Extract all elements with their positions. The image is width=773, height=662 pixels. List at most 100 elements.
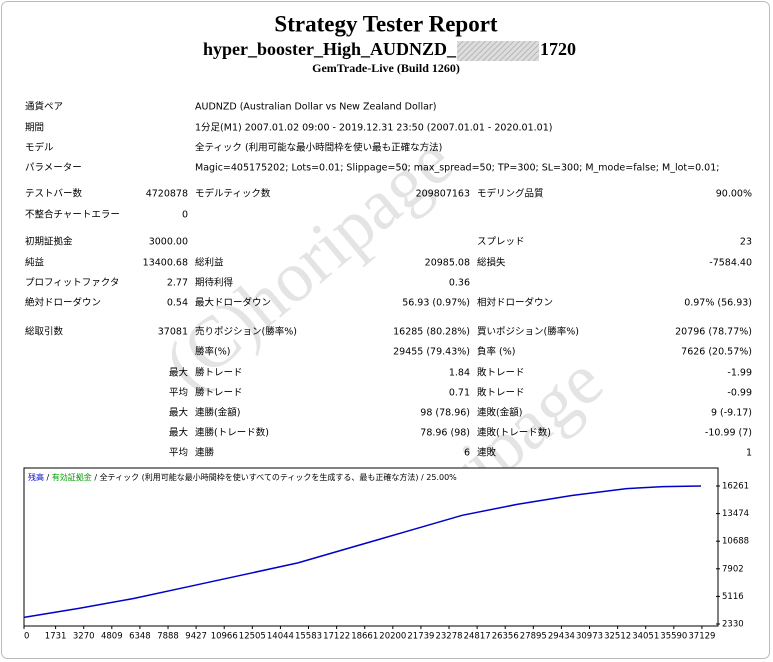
stat-value: 0.36	[449, 278, 470, 289]
x-tick-label: 24817	[464, 632, 491, 642]
x-tick-label: 29434	[548, 632, 575, 642]
stat-value: 平均	[169, 387, 188, 399]
x-tick-label: 1731	[45, 632, 67, 642]
stat-label: 連勝	[195, 447, 215, 459]
stat-value: 最大	[169, 427, 189, 439]
stat-label: 不整合チャートエラー	[25, 209, 120, 221]
stat-label: モデルティック数	[195, 188, 271, 200]
stat-value: 0.71	[449, 388, 470, 399]
info-label: モデル	[25, 142, 54, 154]
stat-label: テストバー数	[25, 188, 83, 200]
y-tick-label: 5116	[722, 592, 744, 602]
x-tick-label: 3270	[73, 632, 95, 642]
stat-value: -10.99 (7)	[705, 428, 752, 439]
x-tick-label: 0	[24, 632, 29, 642]
subtitle: hyper_booster_High_AUDNZD_	[203, 39, 457, 59]
x-tick-label: 4809	[101, 632, 123, 642]
legend-entry: 残高	[28, 472, 44, 482]
x-tick-label: 34051	[632, 632, 659, 642]
subtitle: 1720	[540, 39, 576, 59]
balance-line	[23, 485, 702, 619]
chart-frame	[23, 467, 719, 627]
stat-label: 売りポジション(勝率%)	[195, 326, 297, 338]
stat-value: 23	[740, 237, 752, 248]
stat-value: 1.84	[449, 368, 470, 379]
stat-label: 勝率(%)	[195, 346, 230, 358]
stat-label: 総損失	[477, 257, 506, 269]
y-tick-label: 2330	[722, 620, 744, 630]
x-tick-label: 26356	[492, 632, 519, 642]
x-tick-label: 14044	[267, 632, 294, 642]
info-value: 1分足(M1) 2007.01.02 09:00 - 2019.12.31 23…	[195, 123, 552, 134]
stat-value: 6	[464, 448, 470, 459]
stat-value: 13400.68	[143, 258, 188, 269]
stat-value: 最大	[169, 407, 189, 419]
legend: 残高 / 有効証拠金 / 全ティック (利用可能な最小時間枠を使いすべてのティッ…	[28, 472, 457, 482]
stat-label: 絶対ドローダウン	[25, 297, 101, 309]
stat-value: 1	[746, 448, 752, 459]
stat-label: 期待利得	[195, 277, 234, 289]
x-tick-label: 37129	[688, 632, 715, 642]
stat-label: 敗トレード	[477, 367, 525, 379]
y-tick-label: 13474	[722, 509, 749, 519]
stat-label: 総利益	[195, 257, 224, 269]
x-tick-label: 35590	[660, 632, 687, 642]
stat-value: 20796 (78.77%)	[675, 327, 752, 338]
stat-value: 0.97% (56.93)	[684, 298, 752, 309]
stat-value: -0.99	[727, 388, 752, 399]
x-tick-label: 27895	[520, 632, 547, 642]
stat-value: 20985.08	[425, 258, 470, 269]
stat-value: 0.54	[167, 298, 188, 309]
title: Strategy Tester Report	[274, 11, 497, 36]
stat-label: 連敗(金額)	[477, 407, 522, 419]
info-label: パラメーター	[25, 163, 82, 174]
stat-label: 連敗	[477, 447, 497, 459]
stat-value: 209807163	[416, 189, 470, 200]
x-tick-label: 12505	[239, 632, 266, 642]
stat-label: 総取引数	[25, 326, 64, 338]
stat-value: -7584.40	[709, 258, 752, 269]
legend-entry: / 全ティック (利用可能な最小時間枠を使いすべてのティックを生成する、最も正確…	[92, 472, 457, 482]
stat-label: 勝トレード	[195, 387, 243, 399]
stat-value: 3000.00	[149, 237, 188, 248]
redaction	[457, 41, 539, 61]
x-tick-label: 15583	[295, 632, 322, 642]
info-value: 全ティック (利用可能な最小時間枠を使い最も正確な方法)	[195, 142, 442, 154]
x-tick-label: 10966	[211, 632, 238, 642]
x-tick-label: 20200	[379, 632, 406, 642]
x-tick-label: 18661	[351, 632, 378, 642]
stat-value: 4720878	[146, 189, 188, 200]
info-label: 通貨ペア	[25, 101, 63, 113]
stat-value: 平均	[169, 447, 188, 459]
stat-value: 0	[182, 210, 188, 221]
stat-value: 2.77	[167, 278, 188, 289]
info-value: Magic=405175202; Lots=0.01; Slippage=50;…	[195, 163, 719, 174]
x-tick-label: 9427	[185, 632, 207, 642]
stat-label: 連敗(トレード数)	[477, 427, 551, 439]
stat-value: 98 (78.96)	[420, 408, 470, 419]
x-tick-label: 7888	[157, 632, 179, 642]
info-label: 期間	[25, 123, 44, 134]
x-tick-label: 17122	[323, 632, 350, 642]
stat-label: 連勝(トレード数)	[195, 427, 269, 439]
stat-label: 勝トレード	[195, 367, 243, 379]
stat-label: 純益	[25, 257, 45, 269]
stat-value: 90.00%	[716, 189, 752, 200]
stat-label: 買いポジション(勝率%)	[477, 326, 579, 338]
stat-label: 相対ドローダウン	[477, 297, 553, 309]
x-tick-label: 32512	[604, 632, 631, 642]
legend-entry: 有効証拠金	[52, 472, 92, 482]
stat-value: 9 (-9.17)	[711, 408, 752, 419]
stat-value: 29455 (79.43%)	[393, 347, 470, 358]
x-tick-label: 30973	[576, 632, 603, 642]
build: GemTrade-Live (Build 1260)	[312, 61, 460, 75]
x-tick-label: 23278	[435, 632, 462, 642]
stat-value: 56.93 (0.97%)	[402, 298, 470, 309]
stat-value: 7626 (20.57%)	[681, 347, 752, 358]
stat-label: スプレッド	[477, 237, 525, 248]
y-tick-label: 16261	[722, 482, 749, 492]
stat-value: 78.96 (98)	[420, 428, 470, 439]
stat-label: モデリング品質	[477, 188, 544, 200]
stat-label: 最大ドローダウン	[195, 297, 271, 309]
stat-value: -1.99	[727, 368, 752, 379]
